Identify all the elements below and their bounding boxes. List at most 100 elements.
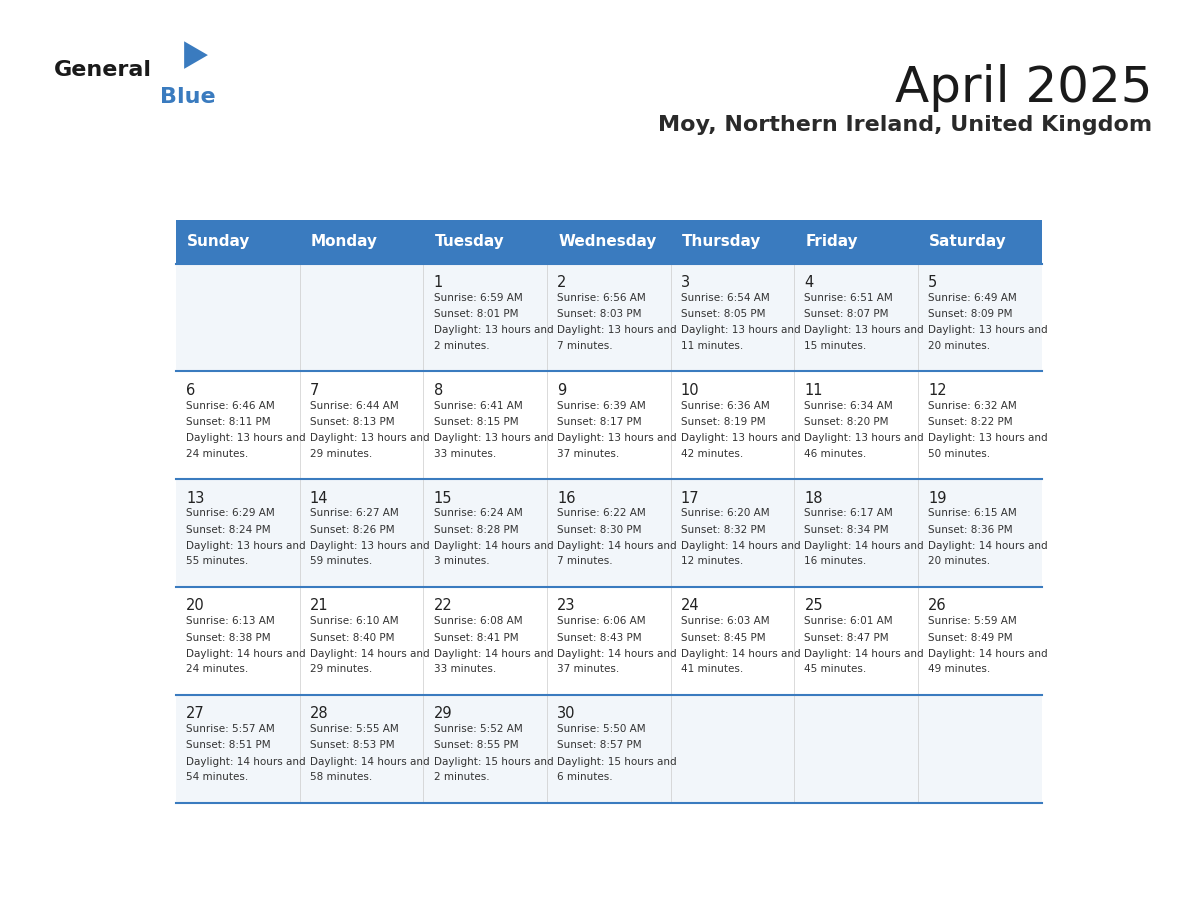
Text: 45 minutes.: 45 minutes.	[804, 665, 867, 675]
Text: Sunset: 8:15 PM: Sunset: 8:15 PM	[434, 417, 518, 427]
Text: 15: 15	[434, 490, 451, 506]
Text: 15 minutes.: 15 minutes.	[804, 341, 867, 351]
Text: Sunset: 8:17 PM: Sunset: 8:17 PM	[557, 417, 642, 427]
Text: Daylight: 13 hours and: Daylight: 13 hours and	[804, 325, 924, 335]
Text: Tuesday: Tuesday	[435, 234, 504, 249]
Text: Daylight: 14 hours and: Daylight: 14 hours and	[804, 541, 924, 551]
Text: 2 minutes.: 2 minutes.	[434, 341, 489, 351]
Text: Thursday: Thursday	[682, 234, 762, 249]
Text: Sunset: 8:24 PM: Sunset: 8:24 PM	[187, 525, 271, 534]
Text: Daylight: 14 hours and: Daylight: 14 hours and	[310, 649, 430, 659]
Text: 28: 28	[310, 706, 329, 722]
Text: Daylight: 14 hours and: Daylight: 14 hours and	[434, 541, 554, 551]
Text: Daylight: 14 hours and: Daylight: 14 hours and	[681, 649, 801, 659]
Text: Monday: Monday	[311, 234, 378, 249]
Text: Daylight: 13 hours and: Daylight: 13 hours and	[557, 433, 677, 443]
Text: Daylight: 14 hours and: Daylight: 14 hours and	[928, 541, 1048, 551]
Text: 10: 10	[681, 383, 700, 397]
Text: Sunrise: 6:15 AM: Sunrise: 6:15 AM	[928, 509, 1017, 519]
Text: Sunset: 8:07 PM: Sunset: 8:07 PM	[804, 309, 889, 319]
Text: Sunrise: 6:46 AM: Sunrise: 6:46 AM	[187, 400, 274, 410]
Text: Sunset: 8:32 PM: Sunset: 8:32 PM	[681, 525, 765, 534]
Text: Daylight: 14 hours and: Daylight: 14 hours and	[557, 541, 677, 551]
Bar	[176, 219, 1042, 263]
Text: 27: 27	[187, 706, 206, 722]
Text: 6 minutes.: 6 minutes.	[557, 772, 613, 782]
Text: 11 minutes.: 11 minutes.	[681, 341, 742, 351]
Text: Daylight: 15 hours and: Daylight: 15 hours and	[434, 756, 554, 767]
Text: Daylight: 13 hours and: Daylight: 13 hours and	[187, 433, 305, 443]
Text: 55 minutes.: 55 minutes.	[187, 556, 248, 566]
Text: Sunrise: 6:29 AM: Sunrise: 6:29 AM	[187, 509, 274, 519]
Text: 7 minutes.: 7 minutes.	[557, 556, 613, 566]
Text: Sunrise: 6:44 AM: Sunrise: 6:44 AM	[310, 400, 399, 410]
Text: Sunrise: 6:20 AM: Sunrise: 6:20 AM	[681, 509, 770, 519]
Text: Sunset: 8:43 PM: Sunset: 8:43 PM	[557, 633, 642, 643]
Text: Sunrise: 5:55 AM: Sunrise: 5:55 AM	[310, 724, 399, 734]
Text: 29 minutes.: 29 minutes.	[310, 665, 372, 675]
Text: 12: 12	[928, 383, 947, 397]
Text: Wednesday: Wednesday	[558, 234, 657, 249]
Text: 3: 3	[681, 274, 690, 290]
Text: Daylight: 13 hours and: Daylight: 13 hours and	[928, 433, 1048, 443]
Text: Sunrise: 5:52 AM: Sunrise: 5:52 AM	[434, 724, 523, 734]
Text: Sunset: 8:36 PM: Sunset: 8:36 PM	[928, 525, 1012, 534]
Text: Sunrise: 6:36 AM: Sunrise: 6:36 AM	[681, 400, 770, 410]
Text: 21: 21	[310, 599, 329, 613]
Text: 20 minutes.: 20 minutes.	[928, 556, 990, 566]
Text: Sunrise: 6:27 AM: Sunrise: 6:27 AM	[310, 509, 399, 519]
Text: Sunset: 8:09 PM: Sunset: 8:09 PM	[928, 309, 1012, 319]
Text: 4: 4	[804, 274, 814, 290]
Text: Sunrise: 6:17 AM: Sunrise: 6:17 AM	[804, 509, 893, 519]
Text: 25: 25	[804, 599, 823, 613]
Text: Sunset: 8:19 PM: Sunset: 8:19 PM	[681, 417, 765, 427]
Text: Sunset: 8:28 PM: Sunset: 8:28 PM	[434, 525, 518, 534]
Text: 46 minutes.: 46 minutes.	[804, 449, 867, 459]
Text: Sunset: 8:53 PM: Sunset: 8:53 PM	[310, 741, 394, 751]
Text: 37 minutes.: 37 minutes.	[557, 449, 619, 459]
Text: Sunset: 8:34 PM: Sunset: 8:34 PM	[804, 525, 889, 534]
Text: 20: 20	[187, 599, 206, 613]
Text: 11: 11	[804, 383, 823, 397]
Text: Sunset: 8:20 PM: Sunset: 8:20 PM	[804, 417, 889, 427]
Text: Sunrise: 6:24 AM: Sunrise: 6:24 AM	[434, 509, 523, 519]
Text: Moy, Northern Ireland, United Kingdom: Moy, Northern Ireland, United Kingdom	[658, 115, 1152, 135]
Text: Sunset: 8:41 PM: Sunset: 8:41 PM	[434, 633, 518, 643]
Text: Sunset: 8:47 PM: Sunset: 8:47 PM	[804, 633, 889, 643]
Text: 19: 19	[928, 490, 947, 506]
Text: 50 minutes.: 50 minutes.	[928, 449, 990, 459]
Text: 5: 5	[928, 274, 937, 290]
Text: 33 minutes.: 33 minutes.	[434, 665, 495, 675]
Text: 58 minutes.: 58 minutes.	[310, 772, 372, 782]
Text: Sunrise: 5:57 AM: Sunrise: 5:57 AM	[187, 724, 274, 734]
Text: Blue: Blue	[160, 87, 216, 107]
Text: 9: 9	[557, 383, 567, 397]
Text: Sunset: 8:22 PM: Sunset: 8:22 PM	[928, 417, 1012, 427]
Text: Daylight: 13 hours and: Daylight: 13 hours and	[434, 325, 554, 335]
Text: Sunset: 8:51 PM: Sunset: 8:51 PM	[187, 741, 271, 751]
Text: 29: 29	[434, 706, 453, 722]
Text: 41 minutes.: 41 minutes.	[681, 665, 742, 675]
Text: Daylight: 13 hours and: Daylight: 13 hours and	[804, 433, 924, 443]
Text: Daylight: 13 hours and: Daylight: 13 hours and	[557, 325, 677, 335]
Text: 2: 2	[557, 274, 567, 290]
Text: 6: 6	[187, 383, 196, 397]
Bar	[176, 588, 1042, 695]
Text: Sunset: 8:55 PM: Sunset: 8:55 PM	[434, 741, 518, 751]
Text: 3 minutes.: 3 minutes.	[434, 556, 489, 566]
Bar	[176, 263, 1042, 372]
Text: Daylight: 14 hours and: Daylight: 14 hours and	[187, 756, 305, 767]
Text: 7 minutes.: 7 minutes.	[557, 341, 613, 351]
Text: Daylight: 14 hours and: Daylight: 14 hours and	[681, 541, 801, 551]
Text: Sunrise: 6:49 AM: Sunrise: 6:49 AM	[928, 293, 1017, 303]
Text: Sunset: 8:30 PM: Sunset: 8:30 PM	[557, 525, 642, 534]
Text: Daylight: 14 hours and: Daylight: 14 hours and	[187, 649, 305, 659]
Text: Daylight: 14 hours and: Daylight: 14 hours and	[434, 649, 554, 659]
Text: Sunrise: 5:50 AM: Sunrise: 5:50 AM	[557, 724, 646, 734]
Text: 24 minutes.: 24 minutes.	[187, 665, 248, 675]
Text: 16 minutes.: 16 minutes.	[804, 556, 867, 566]
Text: 18: 18	[804, 490, 823, 506]
Text: 24 minutes.: 24 minutes.	[187, 449, 248, 459]
Text: Daylight: 13 hours and: Daylight: 13 hours and	[187, 541, 305, 551]
Text: Sunday: Sunday	[188, 234, 251, 249]
